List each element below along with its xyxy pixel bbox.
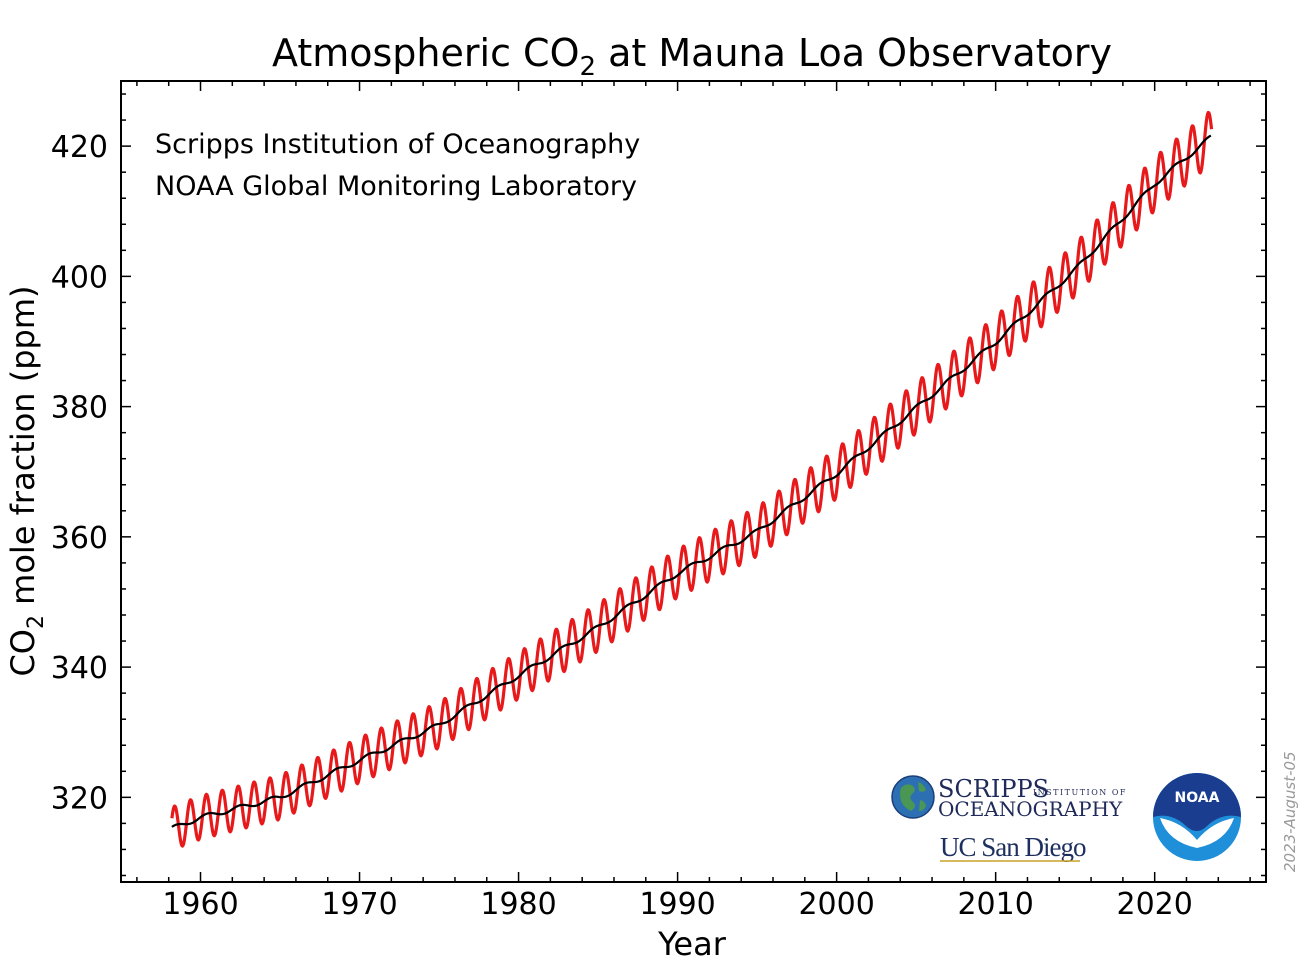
x-axis-label: Year (657, 925, 727, 963)
scripps-wordmark: SCRIPPS (938, 775, 1049, 803)
x-tick-label: 2000 (798, 887, 874, 922)
y-tick-label: 320 (51, 781, 108, 816)
x-tick-label: 1980 (480, 887, 556, 922)
y-tick-label: 380 (51, 391, 108, 426)
noaa-wordmark: NOAA (1175, 790, 1220, 806)
y-tick-label: 360 (51, 521, 108, 556)
plot-area (120, 80, 1267, 883)
y-axis-label: CO2 mole fraction (ppm) (4, 285, 49, 676)
y-tick-label: 340 (51, 651, 108, 686)
x-tick-label: 1970 (321, 887, 397, 922)
chart-title: Atmospheric CO2 at Mauna Loa Observatory (272, 31, 1112, 82)
noaa-logo: NOAA (1153, 773, 1241, 861)
monthly-co2-line (170, 110, 1214, 848)
chart-title-rest: at Mauna Loa Observatory (596, 31, 1112, 75)
y-axis-label-post: mole fraction (ppm) (4, 285, 42, 615)
globe-land-shape (900, 782, 926, 811)
x-tick-labels: 1960 1970 1980 1990 2000 2010 2020 (162, 887, 1193, 922)
axis-ticks (121, 81, 1266, 882)
annotation-noaa: NOAA Global Monitoring Laboratory (155, 171, 637, 202)
x-tick-label: 2010 (957, 887, 1033, 922)
x-tick-label: 2020 (1117, 887, 1193, 922)
noaa-gull-icon (1160, 818, 1234, 848)
globe-outline (891, 775, 935, 819)
y-axis-label-subscript: 2 (24, 615, 49, 629)
noaa-dark-top (1153, 773, 1241, 831)
x-tick-label: 1990 (639, 887, 715, 922)
scripps-institution-of: INSTITUTION OF (1033, 788, 1127, 797)
ucsd-wordmark: UC San Diego (940, 832, 1086, 862)
date-stamp: 2023-August-05 (1281, 751, 1299, 872)
y-tick-labels: 320 340 360 380 400 420 (51, 130, 108, 816)
chart-title-main: Atmospheric CO (272, 31, 579, 75)
trend-co2-line (171, 134, 1212, 828)
scripps-logo: SCRIPPS INSTITUTION OF OCEANOGRAPHY UC S… (891, 775, 1127, 862)
annotation-scripps: Scripps Institution of Oceanography (155, 129, 640, 160)
y-tick-label: 420 (51, 130, 108, 165)
scripps-oceanography: OCEANOGRAPHY (938, 797, 1123, 821)
chart-title-subscript: 2 (580, 52, 597, 82)
y-tick-label: 400 (51, 260, 108, 295)
data-series (170, 110, 1214, 848)
y-axis-label-pre: CO (4, 629, 42, 677)
x-tick-label: 1960 (162, 887, 238, 922)
